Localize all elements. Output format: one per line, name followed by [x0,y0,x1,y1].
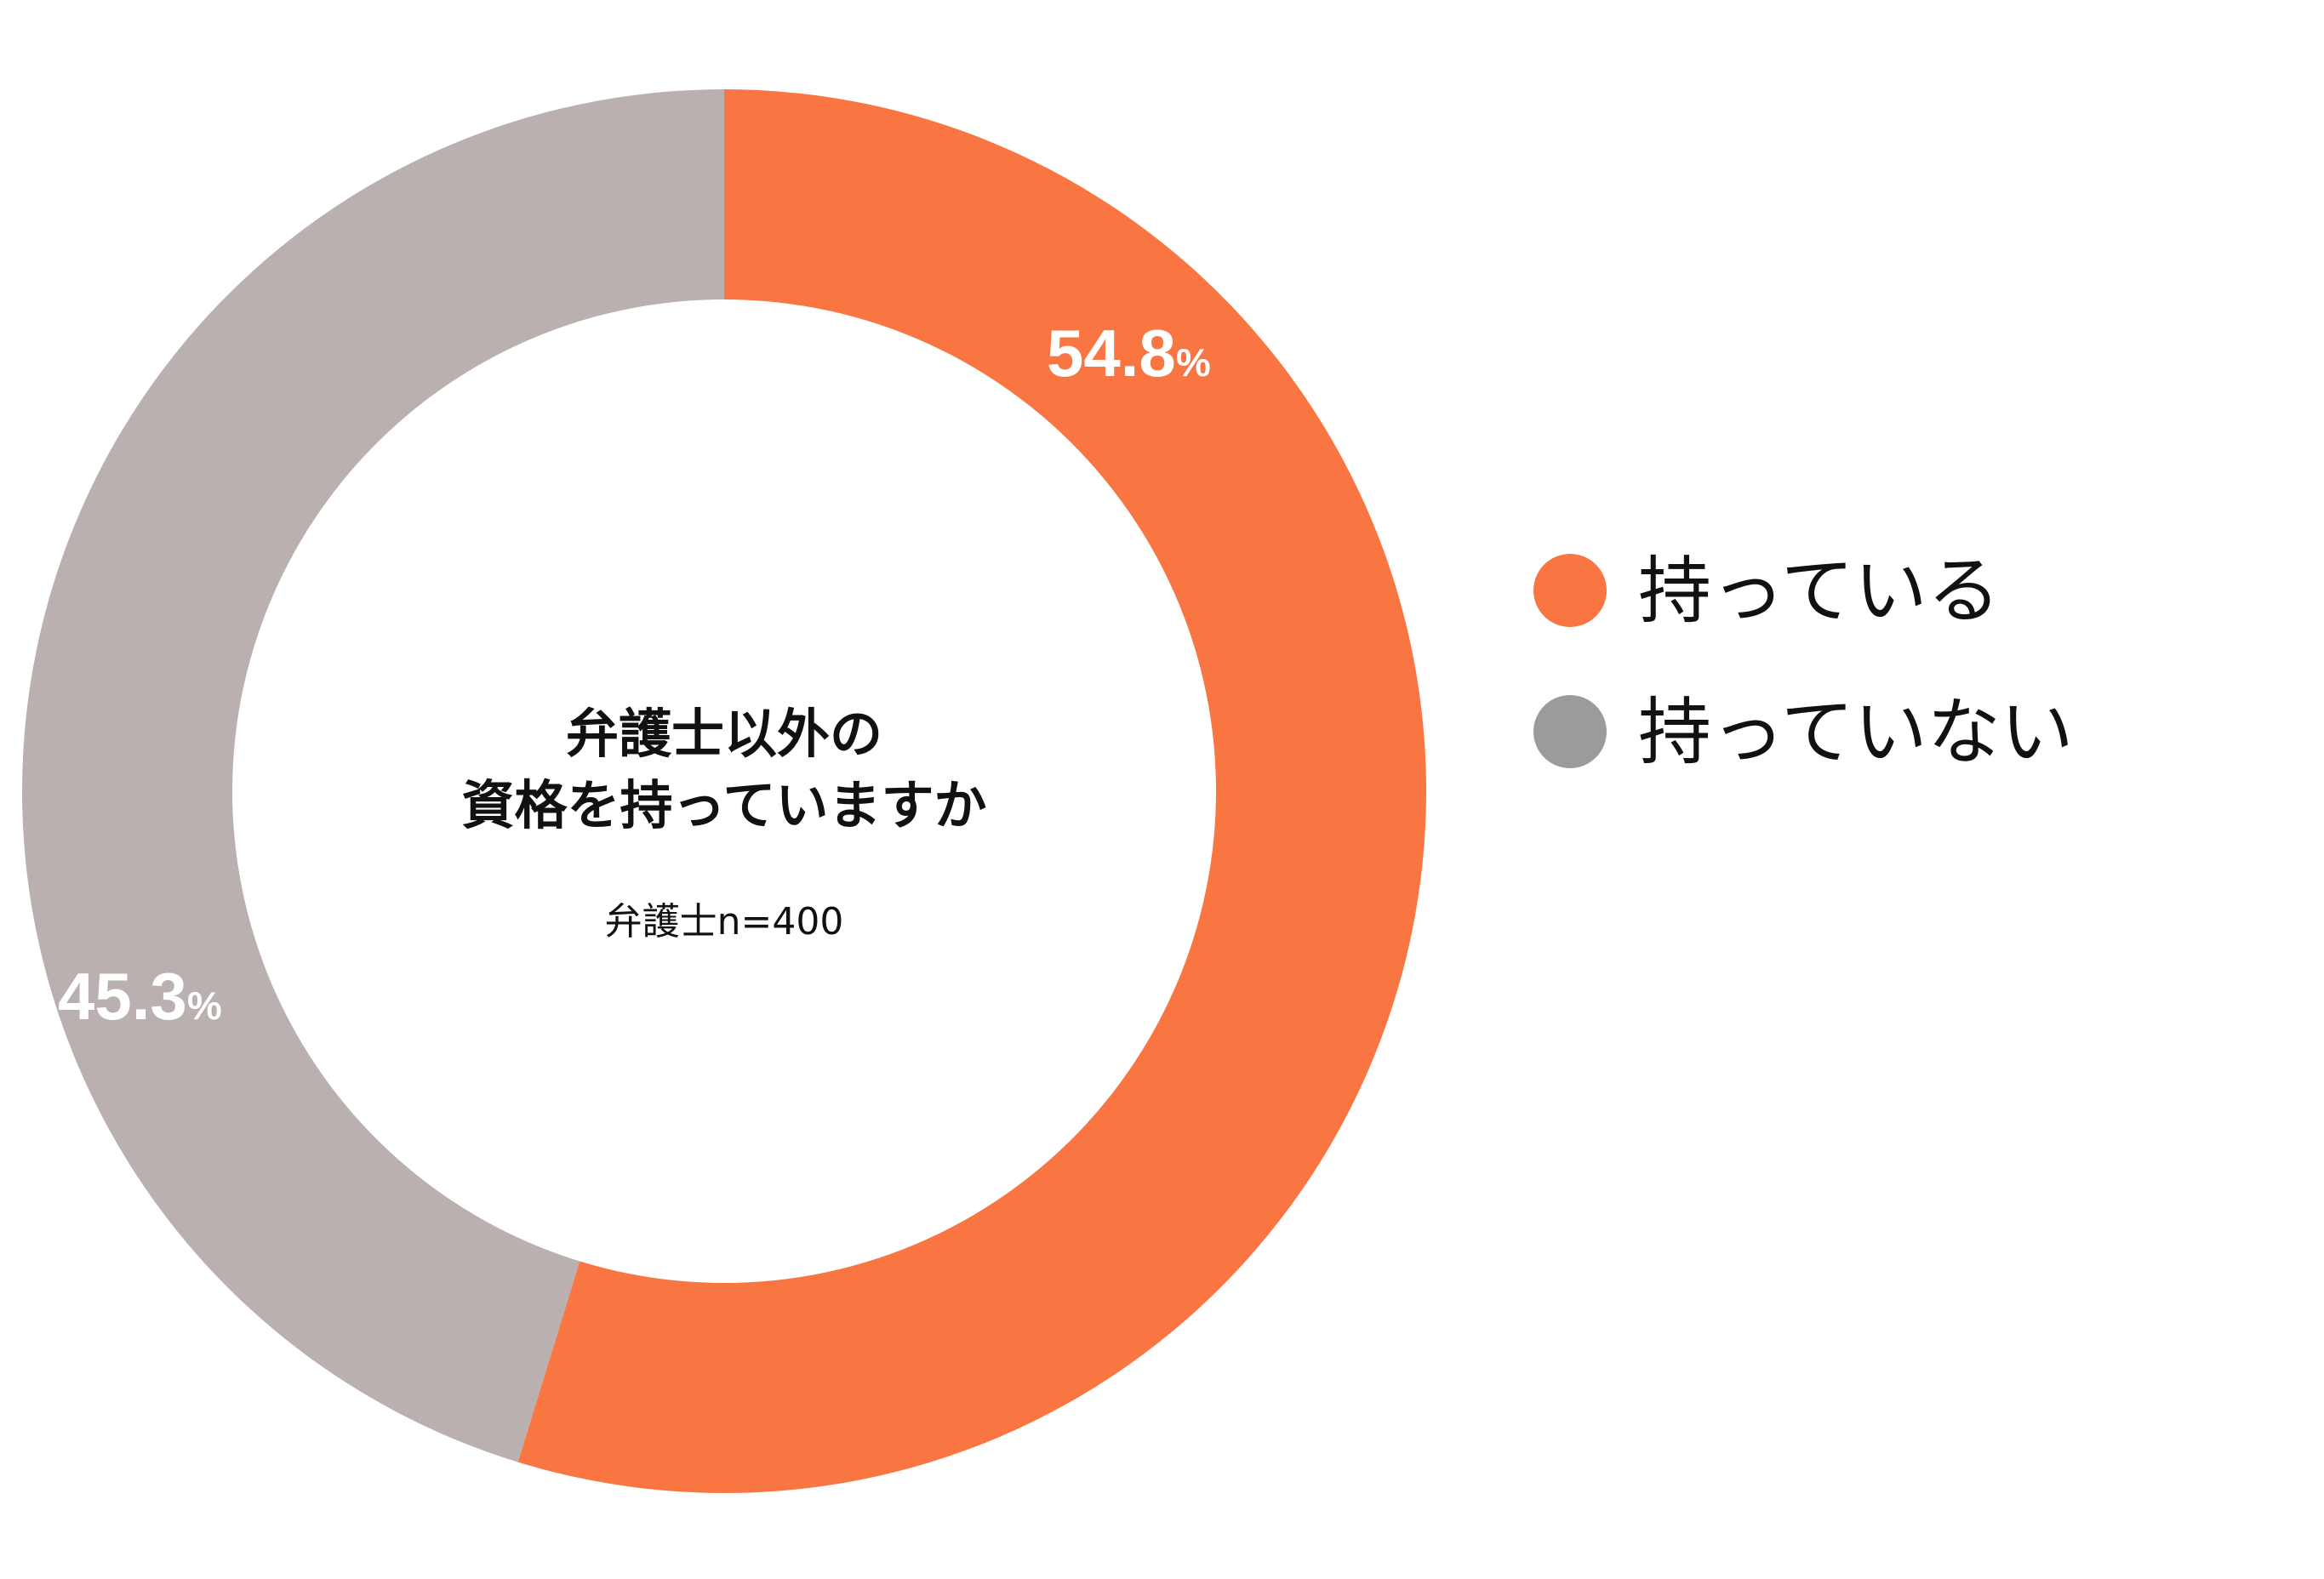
slice-label-not-have: 45.3% [58,959,222,1034]
legend-swatch-not-have [1533,695,1607,768]
slice-value-have: 54.8 [1047,316,1176,390]
slice-value-not-have: 45.3 [58,959,187,1034]
legend-swatch-have [1533,554,1607,627]
center-title-line-2: 資格を持っていますか [462,774,987,836]
legend-item-not-have: 持っていない [1533,690,2074,775]
slice-unit-have: % [1176,340,1211,385]
legend-item-have: 持っている [1533,549,2001,634]
center-title-line-1: 弁護士以外の [566,703,882,765]
slice-label-have: 54.8% [1047,316,1211,390]
slice-not-have [21,89,724,1462]
donut-slices [21,89,1426,1493]
legend: 持っている 持っていない [1533,549,2074,775]
legend-label-not-have: 持っていない [1638,690,2074,775]
legend-label-have: 持っている [1638,549,2001,634]
center-title: 弁護士以外の 資格を持っていますか [462,703,987,836]
slice-unit-not-have: % [187,983,222,1028]
sample-size-label: 弁護士n=400 [605,900,844,943]
slice-have [517,89,1426,1493]
